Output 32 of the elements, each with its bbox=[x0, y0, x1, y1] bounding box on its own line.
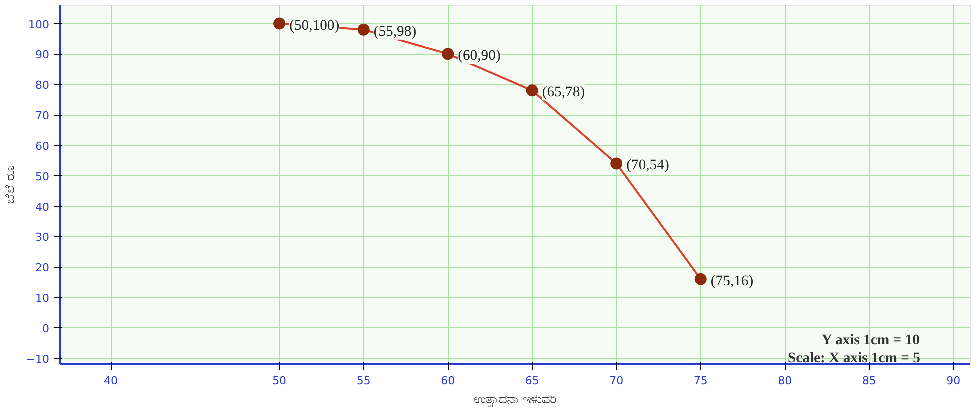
y-tick-label: 60 bbox=[36, 140, 50, 153]
y-tick-label: 70 bbox=[36, 110, 50, 123]
y-tick-label: 0 bbox=[42, 322, 50, 336]
x-tick-label: 70 bbox=[610, 374, 624, 388]
x-tick-label: 55 bbox=[356, 374, 371, 388]
x-tick-label: 80 bbox=[778, 374, 792, 388]
y-tick-label: 100 bbox=[28, 18, 50, 32]
y-tick-label: 20 bbox=[36, 262, 50, 275]
x-tick-label: 90 bbox=[946, 374, 961, 388]
y-tick-label: 90 bbox=[36, 48, 50, 62]
x-tick-label: 65 bbox=[525, 374, 540, 388]
x-tick-label: 50 bbox=[272, 374, 287, 388]
y-tick-label: 80 bbox=[36, 79, 50, 92]
annotation: (50,100) bbox=[290, 18, 340, 34]
x-tick-label: 40 bbox=[104, 374, 118, 388]
annotation: (70,54) bbox=[626, 158, 670, 174]
annotation: (65,78) bbox=[542, 84, 586, 101]
y-tick-label: 40 bbox=[36, 200, 50, 214]
annotation: (75,16) bbox=[710, 273, 754, 290]
annotation: Scale: X axis 1cm = 5 bbox=[788, 350, 921, 366]
y-tick-label: 30 bbox=[36, 231, 50, 244]
x-axis-title: ಉತ್ಪಾದನಾ ಇಳುವರಿ bbox=[474, 392, 558, 408]
annotation: Y axis 1cm = 10 bbox=[822, 332, 920, 348]
y-tick-label: −10 bbox=[26, 352, 50, 366]
y-tick-label: 50 bbox=[36, 170, 50, 184]
annotation: (55,98) bbox=[374, 24, 417, 40]
x-tick-label: 60 bbox=[441, 374, 456, 388]
y-axis-title: ಬೆಲೆ ರೂ bbox=[3, 166, 18, 204]
x-tick-label: 75 bbox=[694, 374, 708, 388]
y-tick-label: 10 bbox=[36, 292, 50, 306]
annotation: (60,90) bbox=[458, 48, 501, 64]
x-tick-label: 85 bbox=[862, 374, 876, 388]
